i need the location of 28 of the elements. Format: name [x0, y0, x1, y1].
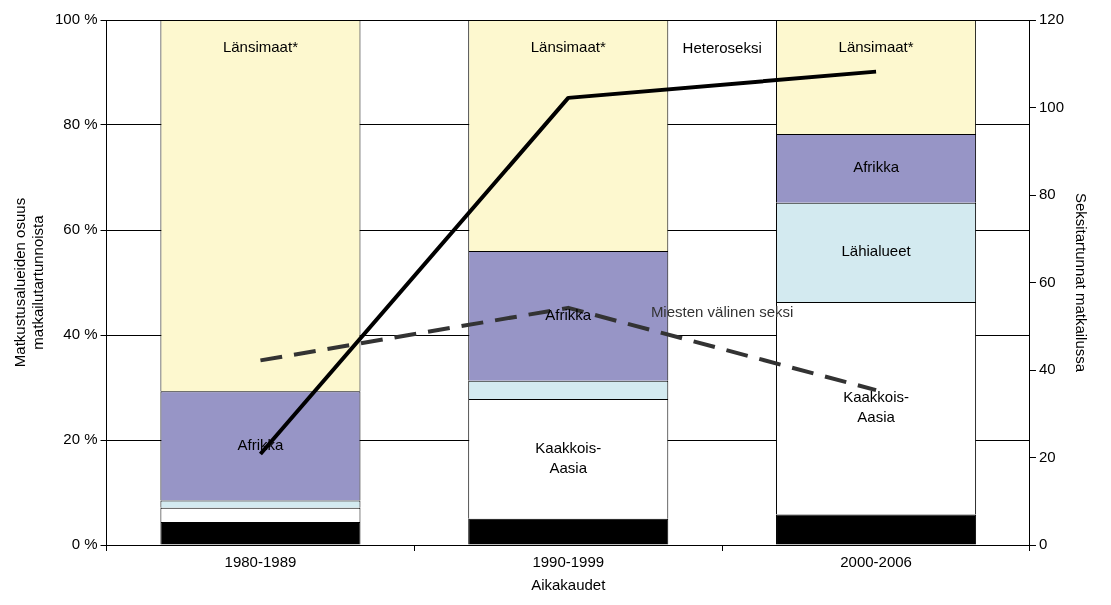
y2-tick-label: 80	[1038, 185, 1056, 203]
y-tick-label: 80 %	[63, 115, 98, 133]
x-tick-label: 1990-1999	[532, 553, 605, 571]
x-tick-label: 2000-2006	[840, 553, 912, 571]
text: Afrikka	[545, 305, 592, 323]
text: Kaakkois-Aasia	[843, 388, 909, 426]
y2-tick-label: 60	[1038, 272, 1056, 290]
series-label: Afrikka	[853, 158, 900, 176]
x-axis-title: Aikakaudet	[531, 576, 607, 594]
series-label: Kaakkois-Aasia	[535, 439, 602, 477]
series-label: Heteroseksi	[682, 38, 762, 56]
y2-tick-label: 0	[1038, 535, 1048, 553]
y-tick-label: 0 %	[71, 535, 98, 553]
y-tick-label: 40 %	[63, 325, 98, 343]
y-tick-label: 60 %	[63, 220, 98, 238]
y2-tick-label: 40	[1038, 360, 1056, 378]
series-label: Länsimaat*	[222, 38, 299, 56]
text: Länsimaat*	[530, 38, 606, 56]
series-label: Lähialueet	[841, 242, 912, 260]
text: Länsimaat*	[838, 38, 914, 56]
y2-tick-label: 20	[1038, 447, 1056, 465]
y-tick-label: 100 %	[54, 10, 98, 28]
y2-tick-label: 100	[1038, 97, 1064, 115]
y-tick-label: 20 %	[63, 430, 98, 448]
y-axis-title: Matkustusalueiden osuus matkailutartunnoista	[11, 197, 47, 368]
x-tick-label: 1980-1989	[224, 553, 297, 571]
y2-axis-title: Seksitartunnat matkailussa	[1072, 192, 1090, 373]
y2-tick-label: 120	[1038, 10, 1064, 28]
